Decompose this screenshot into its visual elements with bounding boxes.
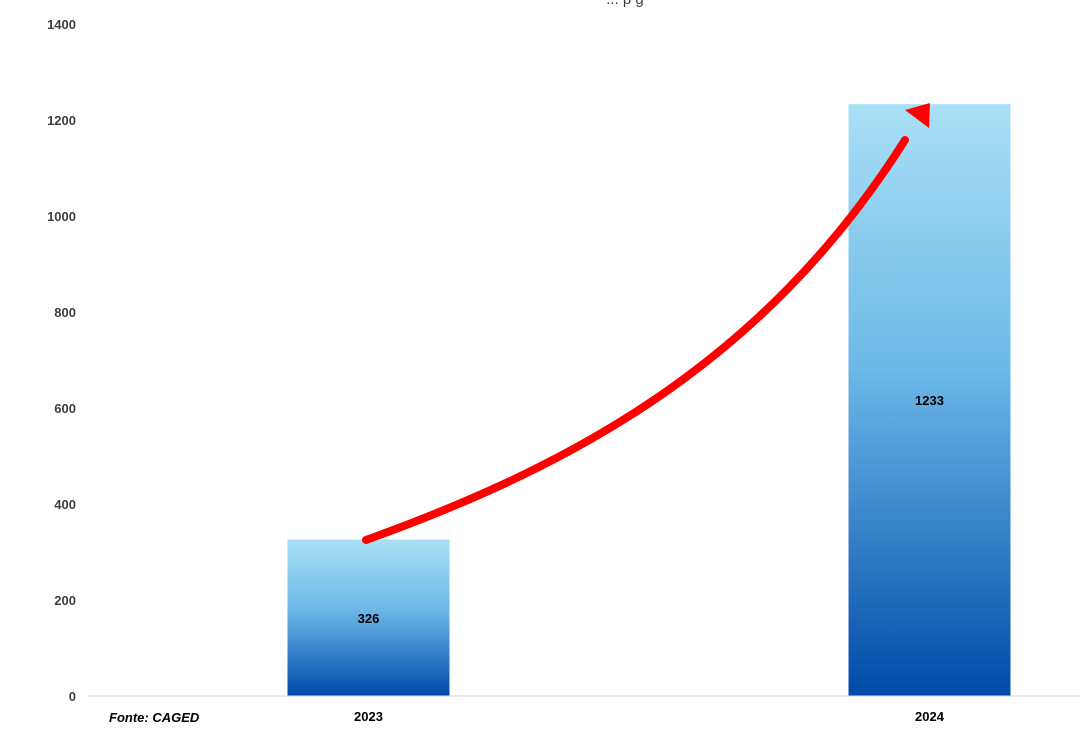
- y-tick-label: 600: [54, 401, 76, 416]
- y-tick-label: 200: [54, 593, 76, 608]
- source-note: Fonte: CAGED: [109, 710, 200, 725]
- data-labels: 326 1233: [358, 393, 944, 626]
- x-tick-label-2024: 2024: [915, 709, 945, 724]
- growth-arrow: [362, 103, 930, 544]
- y-tick-label: 0: [69, 689, 76, 704]
- y-tick-label: 800: [54, 305, 76, 320]
- bar-2024: [848, 104, 1011, 696]
- growth-arrow-shaft: [362, 136, 909, 544]
- y-axis: 0 200 400 600 800 1000 1200 1400: [47, 17, 76, 704]
- growth-arrow-head: [905, 103, 930, 128]
- data-label-2023: 326: [358, 611, 380, 626]
- data-label-2024: 1233: [915, 393, 944, 408]
- bar-2023: [287, 539, 450, 696]
- y-tick-label: 1000: [47, 209, 76, 224]
- x-tick-label-2023: 2023: [354, 709, 383, 724]
- chart-title: ... p g: [606, 0, 644, 8]
- y-tick-label: 400: [54, 497, 76, 512]
- x-axis: 2023 2024: [354, 709, 945, 724]
- bars: [287, 104, 1011, 696]
- y-tick-label: 1400: [47, 17, 76, 32]
- y-tick-label: 1200: [47, 113, 76, 128]
